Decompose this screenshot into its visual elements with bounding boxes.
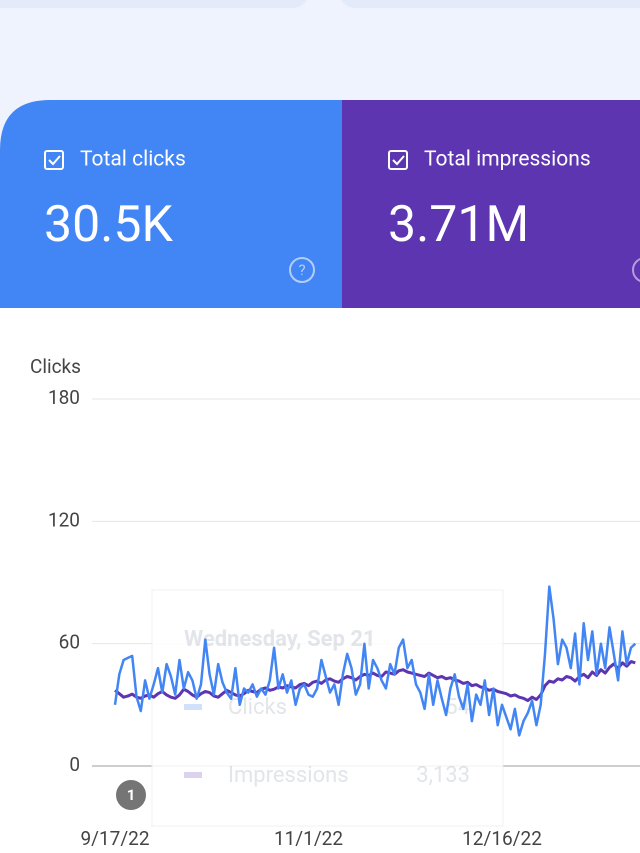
annotation-label: 1 [127, 786, 136, 804]
filter-pill[interactable] [338, 0, 640, 8]
card-label: Total impressions [424, 148, 591, 172]
series-line [113, 585, 637, 737]
y-tick-label: 60 [59, 631, 80, 654]
x-tick-label: 9/17/22 [80, 827, 149, 850]
tooltip-swatch [184, 704, 202, 710]
tooltip-series: Clicks [228, 695, 287, 720]
check-icon [392, 155, 405, 166]
y-tick-label: 180 [48, 386, 80, 409]
checkbox[interactable] [388, 150, 408, 170]
help-icon[interactable] [632, 258, 640, 282]
help-icon[interactable] [289, 257, 315, 283]
tooltip-date: Wednesday, Sep 21 [184, 627, 376, 652]
card-value: 3.71M [388, 196, 529, 254]
help-icon-glyph: ? [298, 261, 305, 279]
clicks-card[interactable] [0, 100, 342, 308]
tooltip-series: Impressions [228, 763, 349, 788]
y-tick-label: 0 [69, 753, 80, 776]
card-value: 30.5K [44, 196, 173, 254]
checkbox[interactable] [44, 150, 64, 170]
y-axis-title: Clicks [30, 355, 81, 378]
x-tick-label: 11/1/22 [274, 827, 343, 850]
tooltip: Wednesday, Sep 21 Clicks 54 Impressions … [151, 589, 504, 827]
annotation-marker[interactable] [116, 780, 146, 810]
x-tick-label: 12/16/22 [462, 827, 542, 850]
y-tick-label: 120 [48, 508, 80, 531]
tooltip-swatch [184, 772, 202, 778]
check-icon [48, 155, 61, 166]
tooltip-value: 3,133 [416, 763, 470, 788]
card-label: Total clicks [80, 148, 186, 172]
impressions-card[interactable] [342, 100, 640, 308]
series-line [114, 660, 636, 703]
filter-pill[interactable] [0, 0, 310, 8]
